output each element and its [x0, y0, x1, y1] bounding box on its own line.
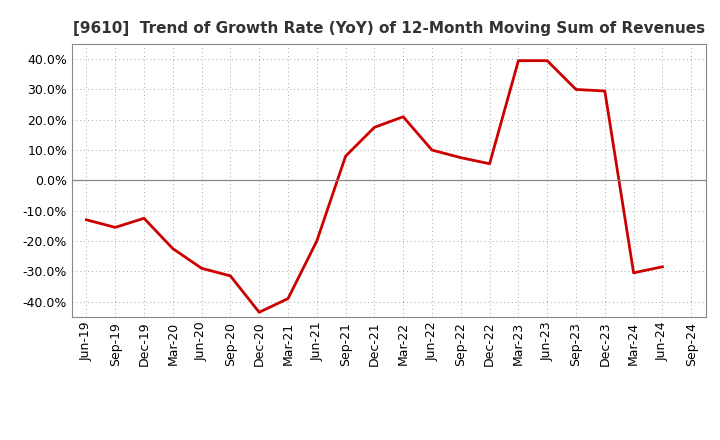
Title: [9610]  Trend of Growth Rate (YoY) of 12-Month Moving Sum of Revenues: [9610] Trend of Growth Rate (YoY) of 12-… [73, 21, 705, 36]
